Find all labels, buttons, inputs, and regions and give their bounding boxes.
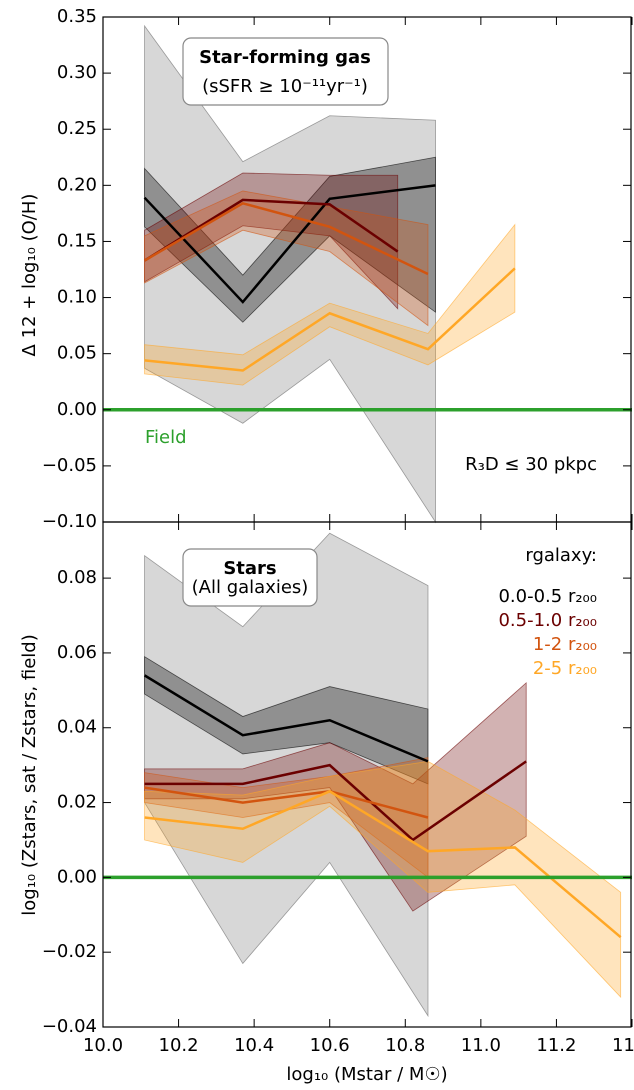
y-tick-label: 0.25: [57, 118, 97, 139]
series-line: [144, 760, 527, 842]
legend-entry: 1-2 r₂₀₀: [533, 634, 597, 655]
title-box: [182, 548, 318, 607]
y-tick-label: 0.08: [57, 567, 97, 588]
y-tick-label: 0.05: [57, 343, 97, 364]
y-tick-label: 0.04: [57, 717, 97, 738]
legend-entry: 0.0-0.5 r₂₀₀: [498, 586, 597, 607]
y-tick-label: 0.02: [57, 792, 97, 813]
y-axis-label: Δ 12 + log₁₀ (O/H): [19, 194, 40, 357]
panel-subtitle: (sSFR ≥ 10⁻¹¹yr⁻¹): [202, 76, 368, 97]
reference-label: Field: [145, 427, 187, 448]
y-tick-label: 0.00: [57, 399, 97, 420]
series-line: [144, 789, 622, 939]
x-tick-label: 10.0: [83, 1035, 123, 1056]
y-tick-label: 0.35: [57, 6, 97, 27]
y-axis-label: log₁₀ (Zstars, sat / Zstars, field): [19, 634, 40, 916]
x-tick-label: 10.2: [159, 1035, 199, 1056]
y-tick-label: −0.02: [42, 941, 97, 962]
series-line: [143, 184, 436, 304]
error-band: [144, 156, 436, 323]
title-box: [182, 37, 389, 106]
x-axis-label: log₁₀ (Mstar / M☉): [286, 1064, 447, 1085]
y-tick-label: 0.15: [57, 230, 97, 251]
y-tick-label: −0.10: [42, 511, 97, 532]
y-tick-label: 0.10: [57, 287, 97, 308]
y-tick-label: 0.06: [57, 642, 97, 663]
y-tick-label: −0.04: [42, 1016, 97, 1037]
legend-title: rgalaxy:: [525, 545, 597, 566]
series-line: [144, 267, 516, 372]
y-tick-label: 0.00: [57, 866, 97, 887]
legend-entry: 0.5-1.0 r₂₀₀: [498, 610, 597, 631]
y-tick-label: 0.20: [57, 174, 97, 195]
x-tick-label: 11.2: [536, 1035, 576, 1056]
error-band: [144, 223, 516, 386]
y-tick-label: −0.05: [42, 455, 97, 476]
panel-subtitle: (All galaxies): [192, 577, 309, 598]
series-line: [143, 198, 399, 262]
annotation: R₃D ≤ 30 pkpc: [465, 454, 597, 475]
panel-title: Stars: [223, 558, 276, 579]
legend-entry: 2-5 r₂₀₀: [533, 658, 597, 679]
plot-frame: [102, 521, 632, 1028]
x-tick-label: 10.4: [234, 1035, 274, 1056]
x-tick-label: 11.4: [612, 1035, 634, 1056]
y-tick-label: 0.30: [57, 62, 97, 83]
x-tick-label: 10.8: [385, 1035, 425, 1056]
series-line: [143, 201, 429, 276]
x-tick-label: 10.6: [310, 1035, 350, 1056]
panel-title: Star-forming gas: [199, 47, 371, 68]
series-line: [144, 786, 429, 819]
series-line: [143, 674, 429, 763]
x-tick-label: 11.0: [461, 1035, 501, 1056]
